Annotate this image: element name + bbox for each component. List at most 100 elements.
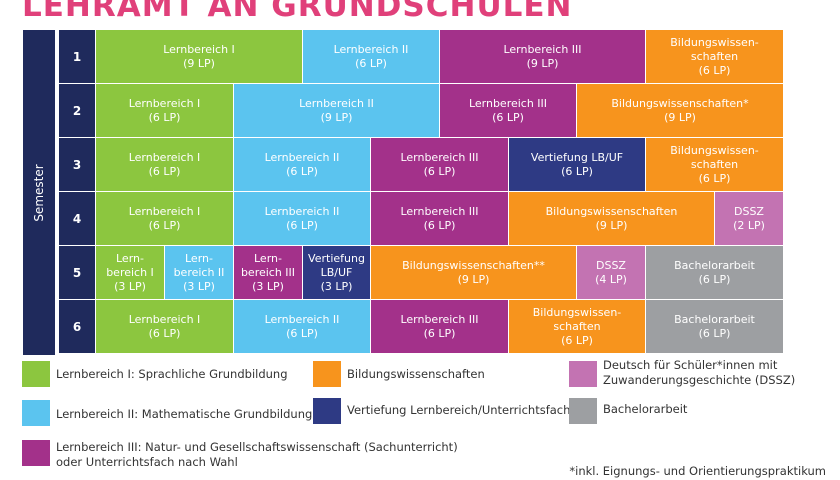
- module-name: Lernbereich II: [264, 204, 340, 218]
- module-name: Bildungswissen- schaften: [532, 305, 622, 333]
- module-name: Lernbereich I: [128, 312, 201, 326]
- module-credits: (3 LP): [320, 279, 353, 293]
- legend-swatch-lernbereich-2: [22, 400, 50, 426]
- module-bw-semester-2: Bildungswissenschaften* (9 LP): [577, 84, 783, 137]
- module-name: DSSZ: [596, 258, 626, 272]
- module-credits: (6 LP): [698, 272, 731, 286]
- module-name: DSSZ: [734, 204, 764, 218]
- module-name: Vertiefung LB/UF: [308, 251, 365, 279]
- module-lb3-semester-5: Lern- bereich III (3 LP): [234, 246, 302, 299]
- semester-axis: Semester: [23, 30, 57, 355]
- module-name: Lernbereich II: [333, 42, 409, 56]
- module-credits: (9 LP): [183, 56, 215, 70]
- semester-number-3: 3: [59, 138, 95, 191]
- module-bw-semester-4: Bildungswissenschaften (9 LP): [509, 192, 714, 245]
- module-name: Lern- bereich III: [240, 251, 296, 279]
- module-credits: (4 LP): [595, 272, 627, 286]
- module-name: Bildungswissenschaften**: [402, 258, 545, 272]
- module-credits: (6 LP): [148, 164, 181, 178]
- module-lb2-semester-5: Lern- bereich II (3 LP): [165, 246, 233, 299]
- module-credits: (6 LP): [492, 110, 524, 124]
- module-name: Bildungswissen- schaften: [670, 35, 759, 63]
- module-credits: (6 LP): [286, 218, 318, 232]
- module-name: Lernbereich III: [400, 312, 479, 326]
- module-dssz-semester-4: DSSZ (2 LP): [715, 192, 783, 245]
- module-name: Lernbereich III: [503, 42, 582, 56]
- module-credits: (6 LP): [698, 326, 731, 340]
- legend-label-lernbereich-2: Lernbereich II: Mathematische Grundbildu…: [56, 407, 313, 421]
- module-lb2-semester-3: Lernbereich II (6 LP): [234, 138, 370, 191]
- module-credits: (9 LP): [664, 110, 696, 124]
- module-ba-semester-5: Bachelorarbeit (6 LP): [646, 246, 783, 299]
- module-lb1-semester-6: Lernbereich I (6 LP): [96, 300, 233, 353]
- module-lb2-semester-4: Lernbereich II (6 LP): [234, 192, 370, 245]
- module-lb3-semester-3: Lernbereich III (6 LP): [371, 138, 508, 191]
- module-name: Lernbereich II: [264, 150, 340, 164]
- module-name: Bildungswissenschaften*: [611, 96, 749, 110]
- module-credits: (6 LP): [423, 164, 456, 178]
- module-bw-semester-6: Bildungswissen- schaften (6 LP): [509, 300, 645, 353]
- legend-swatch-lernbereich-3: [22, 440, 50, 466]
- module-bw-semester-5: Bildungswissenschaften** (9 LP): [371, 246, 576, 299]
- module-credits: (6 LP): [561, 333, 593, 347]
- module-name: Lernbereich III: [468, 96, 548, 110]
- module-bw-semester-1: Bildungswissen- schaften (6 LP): [646, 30, 783, 83]
- module-credits: (6 LP): [698, 171, 731, 185]
- module-lb3-semester-6: Lernbereich III (6 LP): [371, 300, 508, 353]
- module-vert-semester-5: Vertiefung LB/UF (3 LP): [303, 246, 370, 299]
- legend-label-dssz: Deutsch für Schüler*innen mit Zuwanderun…: [603, 358, 796, 387]
- legend-swatch-bachelorarbeit: [569, 398, 597, 424]
- module-name: Lernbereich I: [163, 42, 235, 56]
- module-lb2-semester-2: Lernbereich II (9 LP): [234, 84, 439, 137]
- legend-swatch-vertiefung: [313, 398, 341, 424]
- module-name: Lern- bereich II: [173, 251, 225, 279]
- module-credits: (9 LP): [526, 56, 559, 70]
- legend-label-lernbereich-1: Lernbereich I: Sprachliche Grundbildung: [56, 367, 288, 381]
- module-lb1-semester-3: Lernbereich I (6 LP): [96, 138, 233, 191]
- module-lb1-semester-5: Lern- bereich I (3 LP): [96, 246, 164, 299]
- module-lb2-semester-6: Lernbereich II (6 LP): [234, 300, 370, 353]
- semester-number-6: 6: [59, 300, 95, 353]
- module-credits: (6 LP): [355, 56, 387, 70]
- module-name: Vertiefung LB/UF: [530, 150, 624, 164]
- module-name: Bildungswissen- schaften: [670, 143, 759, 171]
- module-lb1-semester-4: Lernbereich I (6 LP): [96, 192, 233, 245]
- module-name: Lernbereich I: [128, 204, 201, 218]
- semester-number-1: 1: [59, 30, 95, 83]
- module-name: Lernbereich II: [299, 96, 374, 110]
- module-bw-semester-3: Bildungswissen- schaften (6 LP): [646, 138, 783, 191]
- module-credits: (6 LP): [423, 326, 456, 340]
- module-name: Lernbereich I: [128, 96, 201, 110]
- module-credits: (3 LP): [183, 279, 215, 293]
- module-lb1-semester-2: Lernbereich I (6 LP): [96, 84, 233, 137]
- module-lb3-semester-1: Lernbereich III (9 LP): [440, 30, 645, 83]
- semester-label: Semester: [32, 163, 46, 222]
- module-credits: (9 LP): [457, 272, 490, 286]
- module-name: Lernbereich I: [128, 150, 201, 164]
- module-credits: (6 LP): [148, 218, 181, 232]
- semester-number-4: 4: [59, 192, 95, 245]
- module-name: Lern- bereich I: [106, 251, 154, 279]
- module-credits: (6 LP): [561, 164, 593, 178]
- module-credits: (6 LP): [148, 110, 181, 124]
- legend-label-bildungswissenschaften: Bildungswissenschaften: [347, 367, 485, 381]
- module-name: Bachelorarbeit: [674, 312, 755, 326]
- page-title: LEHRAMT AN GRUNDSCHULEN: [22, 0, 573, 24]
- module-credits: (3 LP): [252, 279, 284, 293]
- semester-number-2: 2: [59, 84, 95, 137]
- module-credits: (9 LP): [320, 110, 353, 124]
- module-credits: (6 LP): [286, 164, 318, 178]
- module-credits: (6 LP): [423, 218, 456, 232]
- module-lb2-semester-1: Lernbereich II (6 LP): [303, 30, 439, 83]
- module-lb3-semester-4: Lernbereich III (6 LP): [371, 192, 508, 245]
- module-vert-semester-3: Vertiefung LB/UF (6 LP): [509, 138, 645, 191]
- module-name: Lernbereich III: [400, 204, 479, 218]
- footnote: *inkl. Eignungs- und Orientierungsprakti…: [569, 464, 826, 478]
- legend-swatch-dssz: [569, 361, 597, 387]
- module-lb1-semester-1: Lernbereich I (9 LP): [96, 30, 302, 83]
- module-name: Lernbereich II: [264, 312, 340, 326]
- module-name: Lernbereich III: [400, 150, 479, 164]
- module-dssz-semester-5: DSSZ (4 LP): [577, 246, 645, 299]
- legend-label-bachelorarbeit: Bachelorarbeit: [603, 402, 688, 416]
- legend-label-vertiefung: Vertiefung Lernbereich/Unterrichtsfach: [347, 403, 571, 417]
